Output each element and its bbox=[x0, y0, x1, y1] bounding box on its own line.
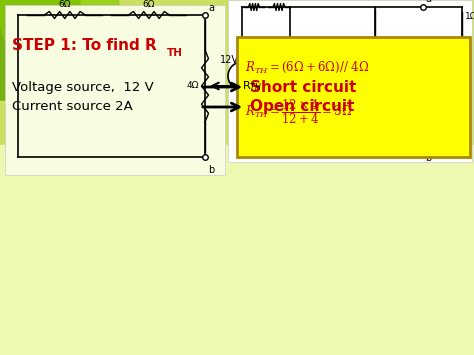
Ellipse shape bbox=[0, 0, 80, 100]
Circle shape bbox=[228, 62, 256, 90]
Text: +: + bbox=[238, 66, 246, 76]
Text: Short circuit: Short circuit bbox=[250, 80, 356, 94]
Text: 6Ω: 6Ω bbox=[273, 0, 285, 1]
Ellipse shape bbox=[0, 0, 120, 80]
Text: Open circuit: Open circuit bbox=[250, 99, 355, 115]
Text: Voltage source,  12 V: Voltage source, 12 V bbox=[12, 81, 154, 93]
Text: STEP 1: To find R: STEP 1: To find R bbox=[12, 38, 157, 53]
Text: 6Ω: 6Ω bbox=[248, 0, 260, 1]
Text: $R_{TH} = (6\Omega + 6\Omega)//\ 4\Omega$: $R_{TH} = (6\Omega + 6\Omega)//\ 4\Omega… bbox=[245, 59, 369, 75]
Text: 4Ω: 4Ω bbox=[187, 82, 199, 91]
Text: $R_{TH} = \dfrac{12 \times 4}{12 + 4} = 3\Omega$: $R_{TH} = \dfrac{12 \times 4}{12 + 4} = … bbox=[245, 98, 352, 126]
Circle shape bbox=[276, 62, 304, 90]
Text: 2A: 2A bbox=[259, 71, 272, 81]
Text: a: a bbox=[208, 3, 214, 13]
Text: b: b bbox=[426, 153, 432, 163]
Text: I: I bbox=[465, 51, 468, 61]
Text: a: a bbox=[426, 0, 431, 4]
Text: −: − bbox=[237, 76, 246, 86]
Bar bbox=[228, 0, 472, 162]
Text: R$_{TH}$: R$_{TH}$ bbox=[242, 79, 262, 93]
Text: 12V: 12V bbox=[220, 55, 239, 65]
Text: Current source 2A: Current source 2A bbox=[12, 100, 133, 114]
Text: TH: TH bbox=[167, 48, 183, 58]
Text: 4Ω: 4Ω bbox=[356, 71, 369, 81]
Text: 6Ω: 6Ω bbox=[143, 0, 155, 9]
Text: 6Ω: 6Ω bbox=[58, 0, 71, 9]
Bar bbox=[237, 37, 470, 157]
Bar bbox=[0, 145, 474, 355]
Text: 1Ω: 1Ω bbox=[465, 12, 474, 21]
Bar bbox=[5, 5, 225, 175]
Text: b: b bbox=[208, 165, 214, 175]
